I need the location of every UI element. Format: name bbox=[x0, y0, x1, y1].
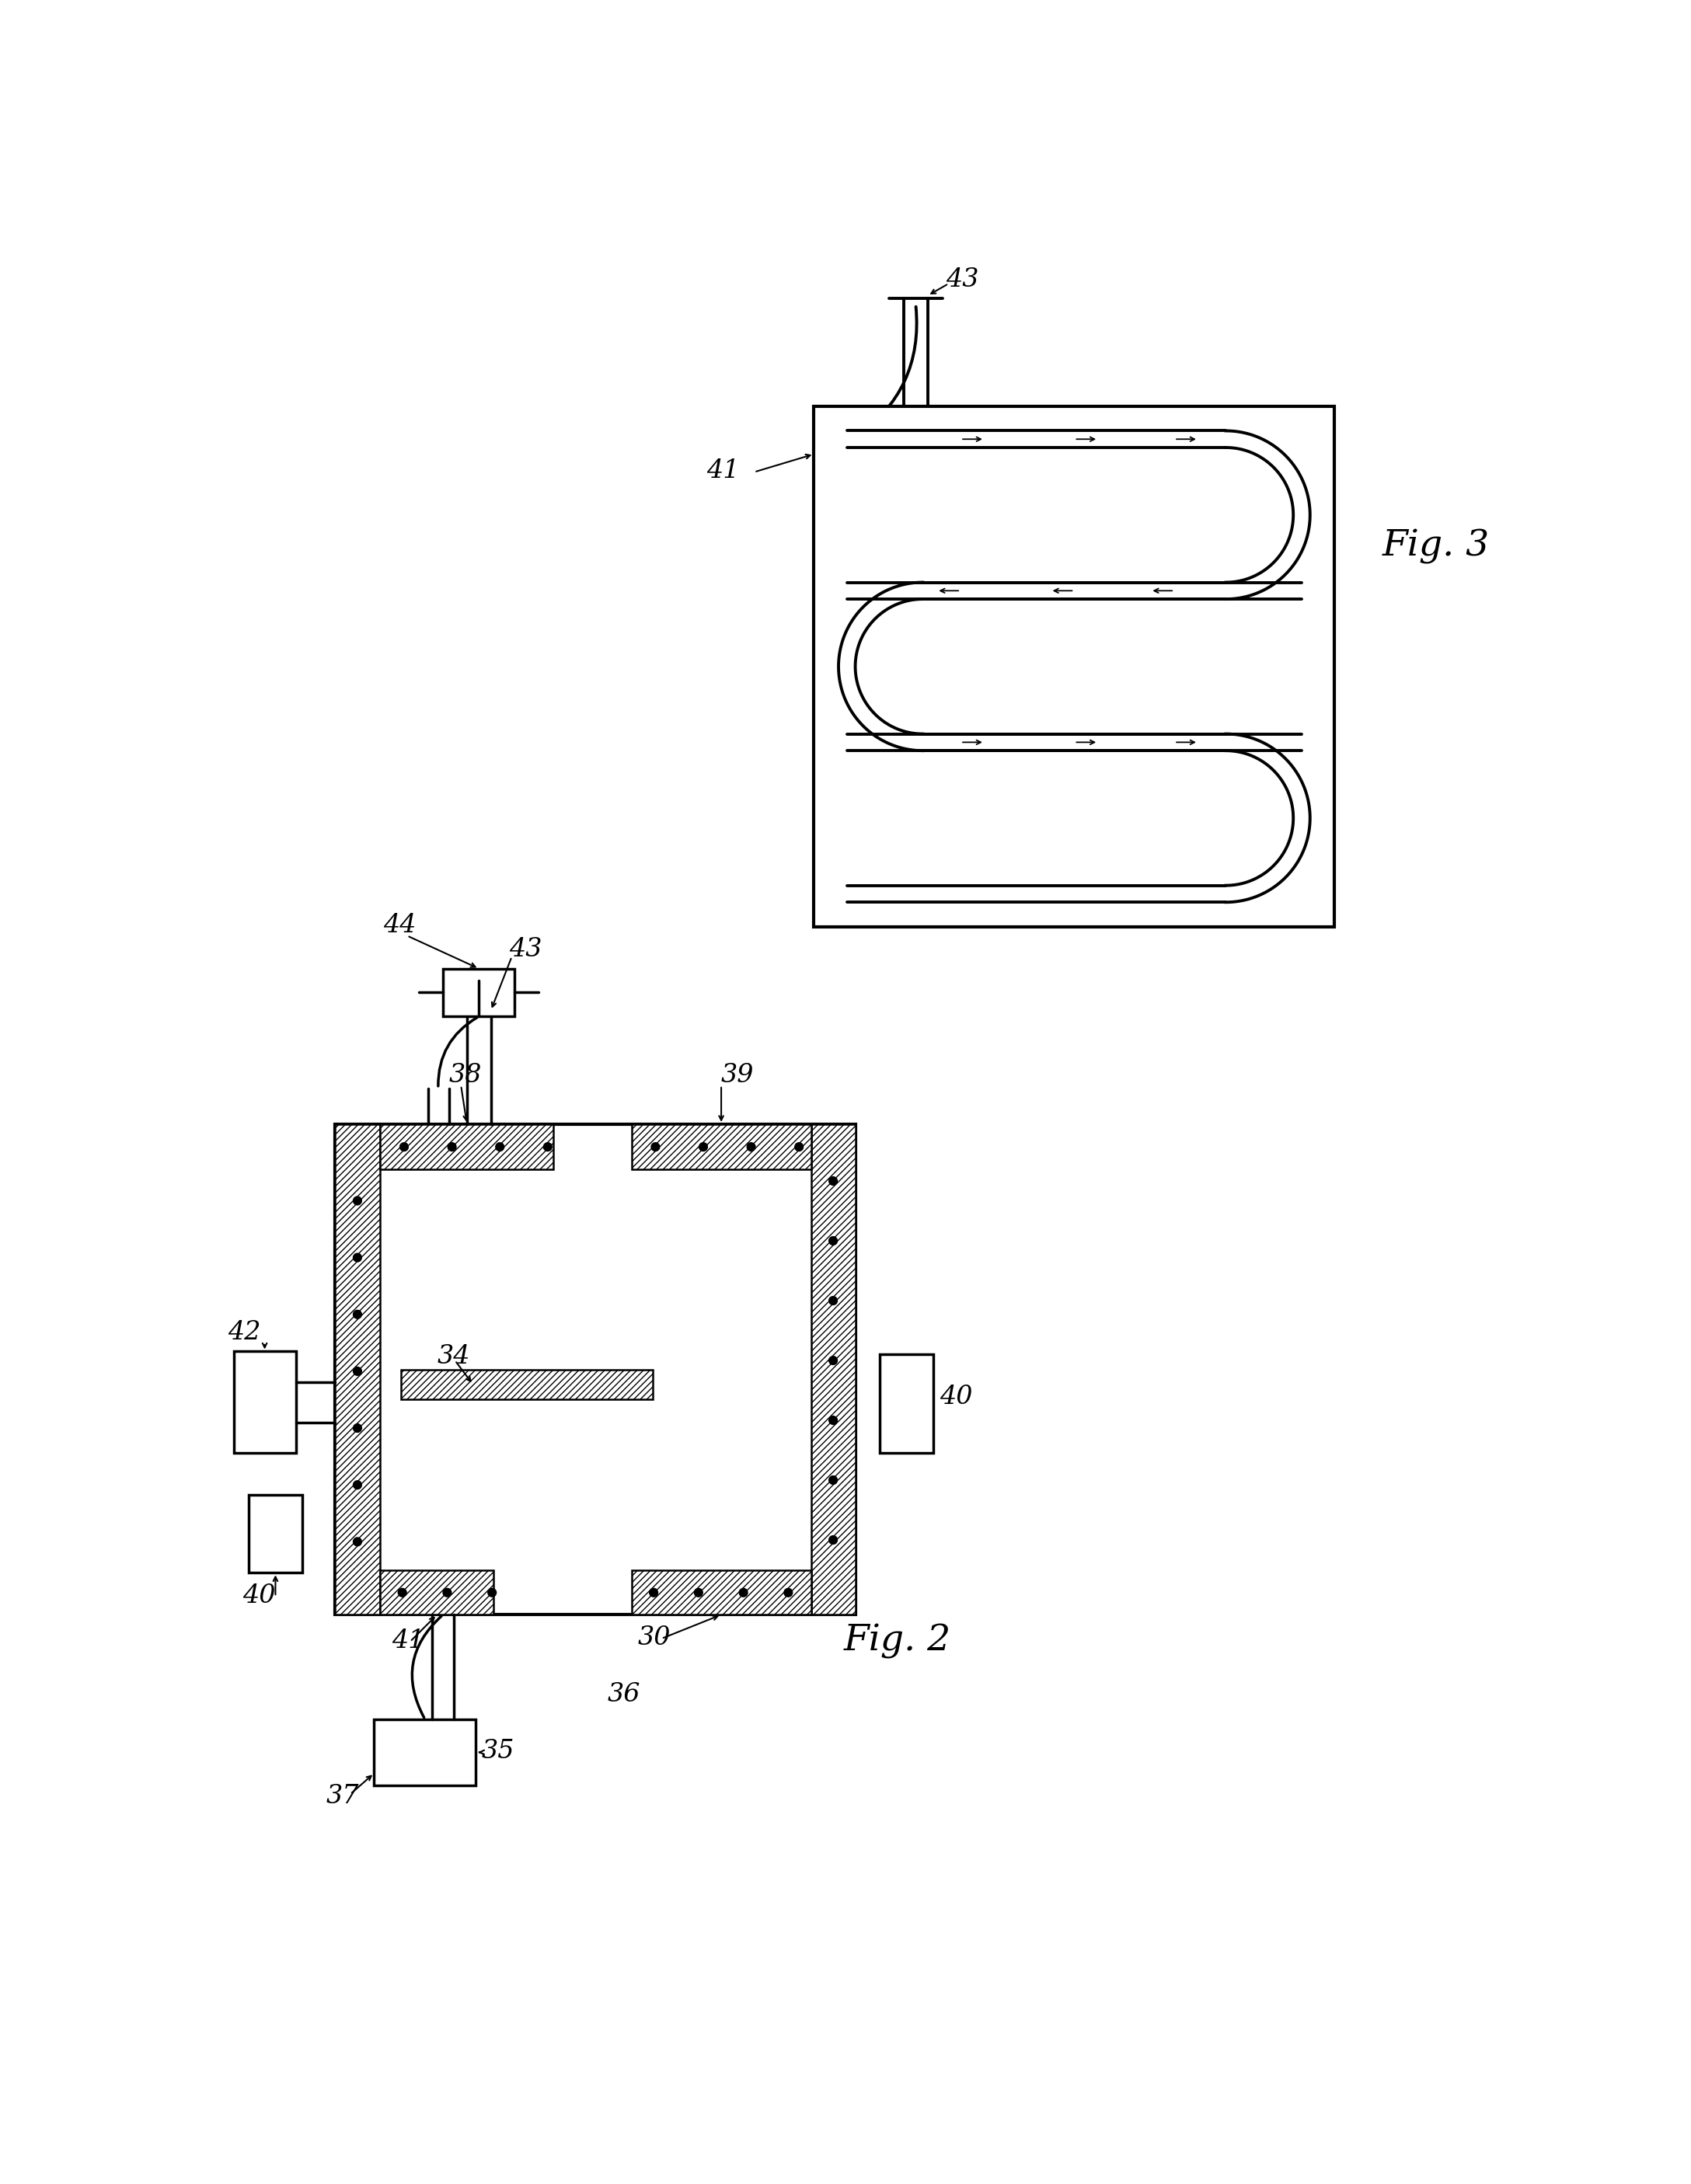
Text: 43: 43 bbox=[509, 937, 541, 963]
Text: 36: 36 bbox=[607, 1682, 641, 1708]
Text: Fig. 2: Fig. 2 bbox=[844, 1623, 952, 1660]
FancyArrowPatch shape bbox=[854, 306, 917, 439]
Circle shape bbox=[829, 1535, 837, 1544]
Circle shape bbox=[829, 1476, 837, 1485]
Bar bbox=[631, 1125, 812, 1168]
Circle shape bbox=[739, 1588, 747, 1597]
Text: 39: 39 bbox=[722, 1064, 754, 1088]
Circle shape bbox=[399, 1142, 408, 1151]
Text: 44: 44 bbox=[384, 913, 416, 939]
Text: 42: 42 bbox=[228, 1319, 260, 1345]
Bar bbox=[380, 1570, 494, 1614]
Circle shape bbox=[698, 1142, 707, 1151]
Circle shape bbox=[353, 1197, 362, 1206]
Circle shape bbox=[495, 1142, 504, 1151]
Circle shape bbox=[649, 1588, 658, 1597]
Bar bbox=[813, 406, 1334, 926]
Circle shape bbox=[829, 1236, 837, 1245]
Circle shape bbox=[829, 1297, 837, 1304]
Circle shape bbox=[747, 1142, 756, 1151]
Circle shape bbox=[353, 1538, 362, 1546]
Bar bbox=[335, 1125, 380, 1614]
Circle shape bbox=[397, 1588, 406, 1597]
Circle shape bbox=[785, 1588, 793, 1597]
Text: 38: 38 bbox=[450, 1064, 482, 1088]
Text: 41: 41 bbox=[392, 1629, 424, 1653]
FancyArrowPatch shape bbox=[438, 1018, 477, 1085]
Text: 43: 43 bbox=[945, 266, 979, 293]
Bar bbox=[443, 970, 514, 1016]
Bar bbox=[380, 1125, 553, 1168]
Circle shape bbox=[353, 1254, 362, 1262]
Circle shape bbox=[829, 1177, 837, 1186]
Circle shape bbox=[651, 1142, 659, 1151]
Text: 40: 40 bbox=[242, 1583, 276, 1607]
Circle shape bbox=[829, 1356, 837, 1365]
Circle shape bbox=[353, 1424, 362, 1433]
Circle shape bbox=[543, 1142, 551, 1151]
Bar bbox=[233, 1352, 296, 1452]
Circle shape bbox=[795, 1142, 803, 1151]
Circle shape bbox=[489, 1588, 495, 1597]
Text: 34: 34 bbox=[436, 1343, 470, 1369]
Bar bbox=[374, 1719, 475, 1784]
Text: Fig. 3: Fig. 3 bbox=[1383, 529, 1490, 563]
Text: 41: 41 bbox=[707, 459, 739, 483]
Bar bbox=[401, 1369, 653, 1400]
Text: 37: 37 bbox=[326, 1784, 358, 1808]
Text: 30: 30 bbox=[638, 1625, 671, 1651]
Text: 35: 35 bbox=[482, 1738, 514, 1765]
Circle shape bbox=[829, 1415, 837, 1424]
Bar bbox=[631, 1570, 812, 1614]
FancyArrowPatch shape bbox=[413, 1616, 441, 1717]
Circle shape bbox=[443, 1588, 451, 1597]
Circle shape bbox=[353, 1367, 362, 1376]
Circle shape bbox=[353, 1481, 362, 1489]
Text: 40: 40 bbox=[940, 1385, 972, 1409]
Circle shape bbox=[695, 1588, 703, 1597]
Circle shape bbox=[448, 1142, 457, 1151]
Bar bbox=[812, 1125, 856, 1614]
Bar bbox=[249, 1496, 303, 1572]
Bar bbox=[335, 1125, 856, 1614]
Bar bbox=[879, 1354, 933, 1452]
Circle shape bbox=[353, 1310, 362, 1319]
